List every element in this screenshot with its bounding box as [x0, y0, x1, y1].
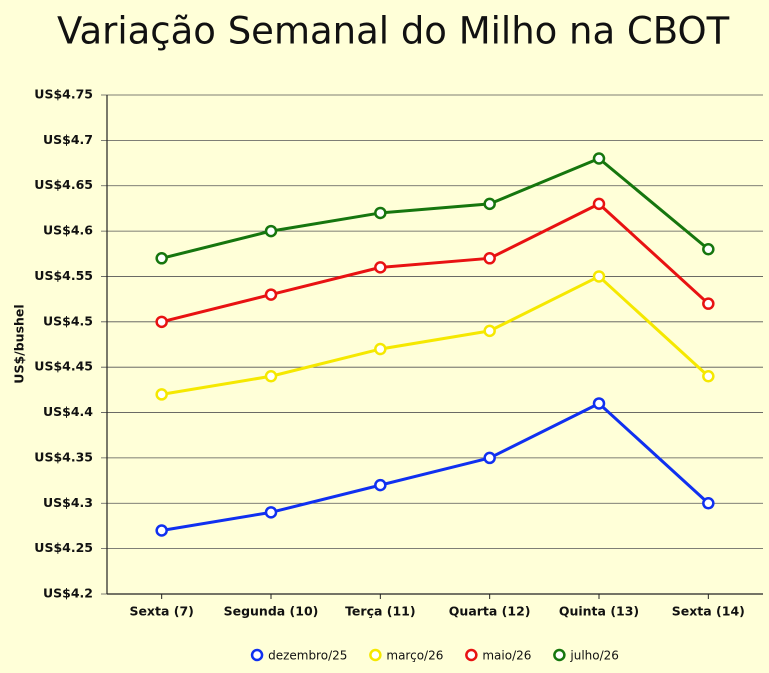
point	[483, 451, 496, 465]
y-tick-label: US$4.45	[34, 359, 93, 374]
point	[264, 224, 278, 238]
x-tick-label: Terça (11)	[345, 604, 416, 619]
point	[483, 252, 496, 265]
point	[264, 288, 278, 301]
point	[264, 506, 278, 519]
point	[702, 497, 715, 510]
legend-label: maio/26	[482, 649, 531, 663]
legend-icon	[250, 648, 264, 662]
legend-icon	[369, 648, 382, 662]
chart-title: Variação Semanal do Milho na CBOT	[57, 10, 730, 53]
point	[155, 388, 168, 401]
point	[702, 297, 715, 310]
y-tick-label: US$4.75	[34, 87, 93, 102]
series-line	[161, 401, 710, 532]
y-tick-label: US$4.35	[34, 449, 93, 464]
x-tick-label: Sexta (14)	[672, 604, 745, 619]
legend-icon	[553, 648, 566, 662]
point	[483, 324, 496, 338]
point	[374, 478, 387, 492]
legend-icon	[465, 648, 478, 662]
y-tick-label: US$4.25	[34, 540, 93, 555]
y-axis-label: US$/bushel	[12, 304, 27, 383]
point	[264, 370, 278, 383]
series-line	[161, 274, 710, 396]
point	[592, 197, 606, 211]
y-tick-label: US$4.65	[34, 177, 93, 192]
point	[374, 206, 387, 220]
x-tick-label: Quarta (12)	[449, 604, 531, 619]
y-tick-label: US$4.7	[43, 132, 93, 147]
point	[155, 315, 168, 329]
point	[483, 197, 496, 211]
series-line	[161, 157, 710, 260]
point	[155, 252, 168, 265]
x-tick-label: Sexta (7)	[129, 604, 193, 619]
point	[702, 370, 715, 383]
x-tick-label: Quinta (13)	[559, 604, 639, 619]
point	[592, 152, 606, 165]
y-tick-label: US$4.3	[43, 495, 93, 510]
point	[374, 261, 387, 274]
point	[592, 270, 606, 283]
point	[155, 524, 168, 537]
legend-label: dezembro/25	[268, 649, 347, 663]
legend-label: março/26	[386, 649, 443, 663]
point	[702, 242, 715, 256]
y-tick-label: US$4.5	[43, 313, 93, 328]
point	[374, 342, 387, 356]
legend-label: julho/26	[569, 649, 619, 663]
y-tick-label: US$4.55	[34, 268, 93, 283]
point	[592, 397, 606, 410]
legend: dezembro/25 março/26 maio/26 julho/26	[250, 648, 619, 663]
y-tick-label: US$4.2	[43, 586, 93, 601]
y-tick-label: US$4.6	[43, 223, 93, 238]
series-line	[161, 202, 710, 324]
y-tick-label: US$4.4	[43, 404, 93, 419]
x-tick-label: Segunda (10)	[224, 604, 319, 619]
